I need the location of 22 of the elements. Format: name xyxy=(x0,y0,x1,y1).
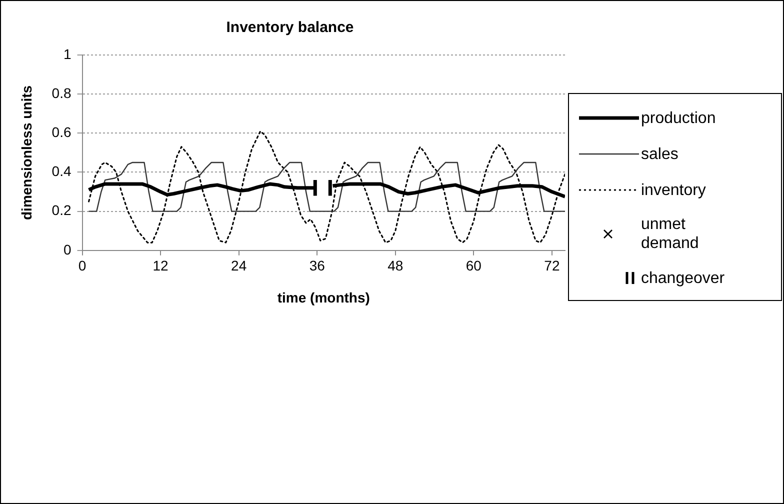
y-axis-title: dimensionless units xyxy=(18,85,34,220)
y-tick-label: 0.6 xyxy=(52,124,72,140)
x-tick-label: 12 xyxy=(152,258,169,274)
y-tick-label: 0.2 xyxy=(52,202,72,218)
x-axis-title: time (months) xyxy=(277,289,370,306)
legend-label: production xyxy=(641,108,717,128)
legend-label: inventory xyxy=(641,180,707,200)
chart-title: Inventory balance xyxy=(226,19,354,36)
legend-label: unmet demand xyxy=(641,215,700,253)
y-tick-label: 0 xyxy=(63,241,72,258)
y-tick-label: 0.8 xyxy=(52,84,72,101)
x-tick-label: 72 xyxy=(544,258,560,274)
x-tick-label: 60 xyxy=(466,258,482,274)
x-tick-label: 36 xyxy=(309,258,326,274)
legend-label: sales xyxy=(641,144,680,164)
y-tick-label: 0.4 xyxy=(52,163,72,180)
y-tick-label: 1 xyxy=(63,46,72,62)
line-series xyxy=(88,130,565,244)
x-tick-label: 24 xyxy=(231,258,247,274)
x-tick-label: 48 xyxy=(388,258,404,274)
legend-label: changeover xyxy=(641,268,726,288)
x-tick-label: 0 xyxy=(78,258,86,274)
